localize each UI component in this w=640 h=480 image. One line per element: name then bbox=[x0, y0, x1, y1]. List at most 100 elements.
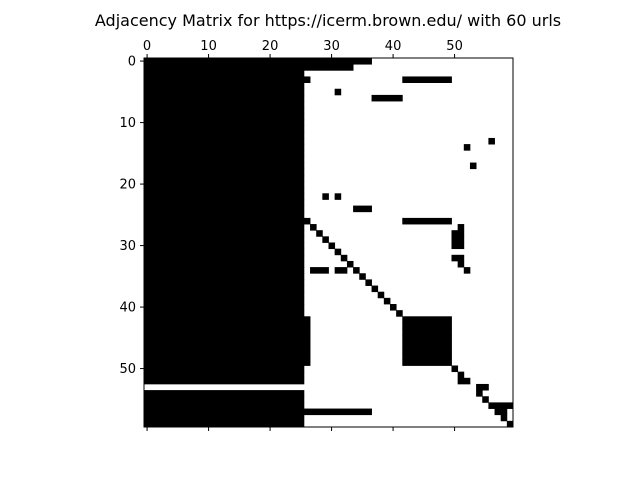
matrix-cell bbox=[322, 236, 329, 243]
matrix-cell bbox=[494, 408, 508, 416]
matrix-cell bbox=[144, 113, 305, 120]
matrix-cell bbox=[457, 224, 465, 231]
matrix-cell bbox=[488, 137, 495, 145]
matrix-cell bbox=[371, 285, 379, 293]
matrix-cell bbox=[144, 297, 305, 305]
matrix-cell bbox=[476, 390, 483, 397]
matrix-cell bbox=[144, 107, 305, 114]
matrix-cell bbox=[144, 64, 354, 71]
matrix-cell bbox=[144, 70, 305, 77]
matrix-cell bbox=[144, 224, 305, 231]
matrix-cells bbox=[144, 58, 514, 428]
matrix-cell bbox=[144, 88, 305, 96]
matrix-cell bbox=[144, 125, 305, 133]
matrix-cell bbox=[402, 322, 452, 329]
matrix-cell bbox=[451, 230, 465, 237]
matrix-cell bbox=[144, 236, 305, 243]
matrix-cell bbox=[144, 291, 305, 299]
matrix-cell bbox=[310, 224, 317, 231]
matrix-cell bbox=[383, 297, 391, 305]
matrix-cell bbox=[144, 119, 305, 127]
matrix-cell bbox=[144, 162, 305, 170]
matrix-cell bbox=[371, 94, 403, 102]
matrix-cell bbox=[144, 316, 311, 323]
matrix-cell bbox=[451, 365, 459, 373]
matrix-cell bbox=[322, 193, 329, 200]
matrix-cell bbox=[144, 82, 305, 90]
matrix-cell bbox=[359, 273, 366, 280]
matrix-cell bbox=[144, 181, 305, 188]
x-tick-label: 10 bbox=[200, 39, 217, 54]
matrix-cell bbox=[144, 248, 305, 256]
matrix-cell bbox=[144, 377, 305, 385]
matrix-cell bbox=[144, 168, 305, 176]
matrix-cell bbox=[500, 414, 508, 422]
matrix-cell bbox=[144, 199, 305, 206]
matrix-cell bbox=[334, 267, 348, 274]
matrix-cell bbox=[316, 230, 323, 237]
matrix-cell bbox=[402, 353, 452, 360]
matrix-cell bbox=[144, 340, 311, 348]
matrix-cell bbox=[144, 144, 305, 151]
matrix-cell bbox=[353, 58, 372, 65]
matrix-cell bbox=[144, 420, 305, 428]
y-axis: 0 10 20 30 40 50 bbox=[119, 55, 144, 377]
y-tick-label: 20 bbox=[119, 178, 136, 193]
matrix-cell bbox=[144, 347, 311, 354]
matrix-cell bbox=[328, 242, 336, 250]
matrix-cell bbox=[402, 359, 452, 366]
matrix-cell bbox=[144, 76, 305, 83]
matrix-cell bbox=[463, 267, 471, 274]
matrix-cell bbox=[144, 174, 305, 182]
matrix-cell bbox=[144, 260, 305, 268]
matrix-cell bbox=[144, 273, 305, 280]
matrix-cell bbox=[451, 254, 465, 262]
matrix-cell bbox=[144, 365, 305, 373]
matrix-cell bbox=[144, 156, 305, 163]
matrix-cell bbox=[144, 304, 305, 311]
matrix-cell bbox=[144, 267, 305, 274]
matrix-cell bbox=[402, 328, 452, 336]
matrix-cell bbox=[144, 285, 305, 293]
matrix-cell bbox=[144, 58, 305, 65]
matrix-cell bbox=[144, 254, 305, 262]
y-tick-label: 0 bbox=[128, 55, 136, 70]
matrix-cell bbox=[402, 340, 452, 348]
matrix-cell bbox=[457, 260, 465, 268]
matrix-cell bbox=[144, 353, 311, 360]
matrix-cell bbox=[310, 267, 329, 274]
matrix-cell bbox=[390, 304, 397, 311]
x-tick-label: 30 bbox=[323, 39, 340, 54]
matrix-cell bbox=[353, 267, 360, 274]
matrix-cell bbox=[144, 371, 305, 379]
matrix-cell bbox=[402, 347, 452, 354]
matrix-cell bbox=[402, 76, 452, 83]
matrix-cell bbox=[144, 402, 305, 409]
matrix-cell bbox=[451, 236, 465, 243]
matrix-cell bbox=[402, 217, 452, 225]
y-tick-label: 10 bbox=[119, 116, 136, 131]
plot-frame bbox=[143, 57, 514, 428]
x-tick-label: 20 bbox=[262, 39, 279, 54]
matrix-cell bbox=[451, 242, 465, 250]
matrix-cell bbox=[144, 242, 305, 250]
matrix-cell bbox=[144, 408, 372, 416]
matrix-cell bbox=[334, 248, 342, 256]
matrix-cell bbox=[396, 310, 403, 317]
matrix-cell bbox=[144, 131, 305, 139]
matrix-cell bbox=[334, 193, 342, 200]
matrix-cell bbox=[377, 291, 385, 299]
y-tick-label: 30 bbox=[119, 239, 136, 254]
matrix-cell bbox=[463, 144, 471, 151]
matrix-cell bbox=[144, 101, 305, 108]
matrix-cell bbox=[402, 316, 452, 323]
matrix-cell bbox=[144, 359, 311, 366]
matrix-cell bbox=[482, 396, 489, 403]
matrix-cell bbox=[144, 150, 305, 157]
matrix-cell bbox=[365, 279, 372, 286]
x-tick-label: 0 bbox=[143, 39, 151, 54]
matrix-cell bbox=[457, 377, 471, 385]
matrix-cell bbox=[144, 279, 305, 286]
matrix-cell bbox=[476, 383, 489, 391]
